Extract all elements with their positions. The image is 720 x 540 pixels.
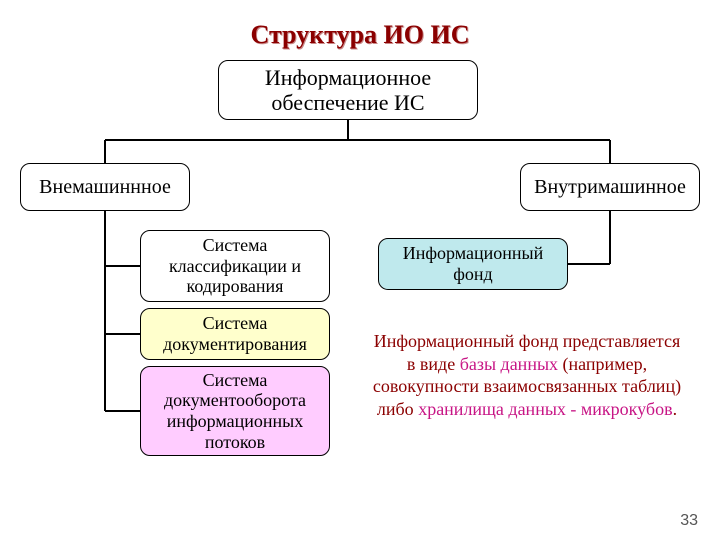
page-title: Структура ИО ИС — [0, 20, 720, 50]
node-l1: Системаклассификации икодирования — [140, 230, 330, 302]
node-l2: Системадокументирования — [140, 308, 330, 360]
diagram-stage: Структура ИО ИС Информационноеобеспечени… — [0, 0, 720, 540]
node-left: Внемашиннное — [20, 163, 190, 211]
node-root: Информационноеобеспечение ИС — [218, 60, 478, 120]
node-r1: Информационныйфонд — [378, 238, 568, 290]
description-text: Информационный фонд представляется в вид… — [372, 330, 682, 420]
node-l3: Системадокументооборотаинформационныхпот… — [140, 366, 330, 456]
page-number: 33 — [680, 512, 698, 530]
node-right: Внутримашинное — [520, 163, 700, 211]
